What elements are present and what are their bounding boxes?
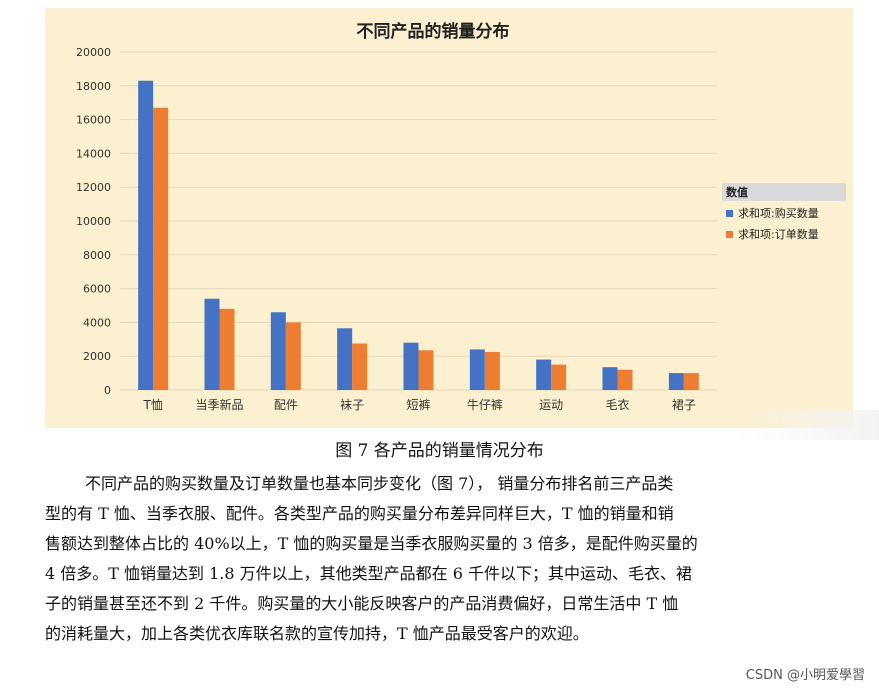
- paragraph-line: 型的有 T 恤、当季衣服、配件。各类型产品的购买量分布差异同样巨大，T 恤的销量…: [45, 504, 674, 523]
- bar-orders: [153, 107, 169, 391]
- watermark: CSDN @小明爱學習: [745, 668, 865, 683]
- y-tick-label: 18000: [76, 80, 111, 93]
- bar-orders: [352, 343, 368, 390]
- y-tick-label: 16000: [76, 114, 111, 127]
- bar-orders: [418, 350, 434, 390]
- chart-panel: 不同产品的销量分布 0 2000 4000 6000 8000 10000 12000 140…: [45, 8, 853, 428]
- x-category-label: 袜子: [340, 398, 364, 412]
- bar-chart: 不同产品的销量分布 0 2000 4000 6000 8000 10000 12000 140…: [76, 21, 846, 412]
- y-tick-label: 14000: [76, 147, 111, 160]
- bar-purchase: [138, 80, 154, 390]
- x-category-label: T恤: [142, 398, 162, 412]
- bar-purchase: [204, 298, 220, 390]
- x-axis-category-labels: T恤 当季新品 配件 袜子 短裤 牛仔裤 运动 毛衣 裙子: [142, 397, 695, 412]
- bar-purchase: [403, 342, 419, 390]
- bars: [138, 80, 699, 391]
- bar-orders: [285, 322, 301, 390]
- figure-caption: 图 7 各产品的销量情况分布: [335, 441, 544, 461]
- legend-label-orders: 求和项:订单数量: [738, 228, 819, 241]
- paragraph-line: 不同产品的购买数量及订单数量也基本同步变化（图 7）， 销量分布排名前三产品类: [85, 474, 674, 493]
- bar-purchase: [536, 359, 552, 390]
- x-category-label: 运动: [539, 398, 563, 412]
- y-tick-label: 0: [104, 384, 111, 397]
- legend: 数值 求和项:购买数量 求和项:订单数量: [722, 183, 846, 241]
- bar-purchase: [602, 367, 618, 390]
- paragraph-line: 子的销量甚至还不到 2 千件。购买量的大小能反映客户的产品消费偏好，日常生活中 …: [45, 594, 679, 613]
- legend-swatch-purchase: [726, 210, 733, 217]
- y-tick-label: 10000: [76, 215, 111, 228]
- paragraph-line: 的消耗量大，加上各类优衣库联名款的宣传加持，T 恤产品最受客户的欢迎。: [45, 624, 589, 643]
- paragraph-line: 4 倍多。T 恤销量达到 1.8 万件以上，其他类型产品都在 6 千件以下；其中…: [45, 564, 692, 583]
- legend-header-background: [722, 183, 846, 201]
- bar-purchase: [469, 349, 485, 390]
- y-tick-label: 8000: [83, 249, 111, 262]
- bar-purchase: [668, 373, 684, 390]
- y-tick-label: 6000: [83, 283, 111, 296]
- legend-swatch-orders: [726, 231, 733, 238]
- x-category-label: 配件: [274, 398, 298, 412]
- body-paragraph: 不同产品的购买数量及订单数量也基本同步变化（图 7）， 销量分布排名前三产品类 …: [45, 469, 845, 649]
- bar-orders: [219, 308, 235, 390]
- paragraph-line: 售额达到整体占比的 40%以上，T 恤的购买量是当季衣服购买量的 3 倍多，是配…: [45, 534, 698, 553]
- y-axis-tick-labels: 0 2000 4000 6000 8000 10000 12000 14000 16000 180…: [76, 46, 111, 397]
- x-category-label: 毛衣: [605, 397, 629, 412]
- scan-fade-artifact: [735, 410, 879, 440]
- bar-orders: [683, 373, 699, 390]
- y-tick-label: 2000: [83, 350, 111, 363]
- x-category-label: 裙子: [672, 398, 696, 412]
- legend-label-purchase: 求和项:购买数量: [738, 206, 819, 220]
- bar-orders: [617, 369, 633, 390]
- bar-purchase: [337, 328, 353, 390]
- bar-purchase: [270, 312, 286, 390]
- x-category-label: 短裤: [406, 398, 430, 412]
- bar-orders: [484, 351, 500, 390]
- y-tick-label: 20000: [76, 46, 111, 59]
- y-tick-label: 4000: [83, 316, 111, 329]
- chart-title: 不同产品的销量分布: [357, 21, 510, 42]
- bar-orders: [551, 364, 567, 390]
- y-tick-label: 12000: [76, 181, 111, 194]
- legend-title: 数值: [726, 185, 748, 199]
- x-category-label: 牛仔裤: [467, 397, 503, 412]
- x-category-label: 当季新品: [195, 397, 243, 412]
